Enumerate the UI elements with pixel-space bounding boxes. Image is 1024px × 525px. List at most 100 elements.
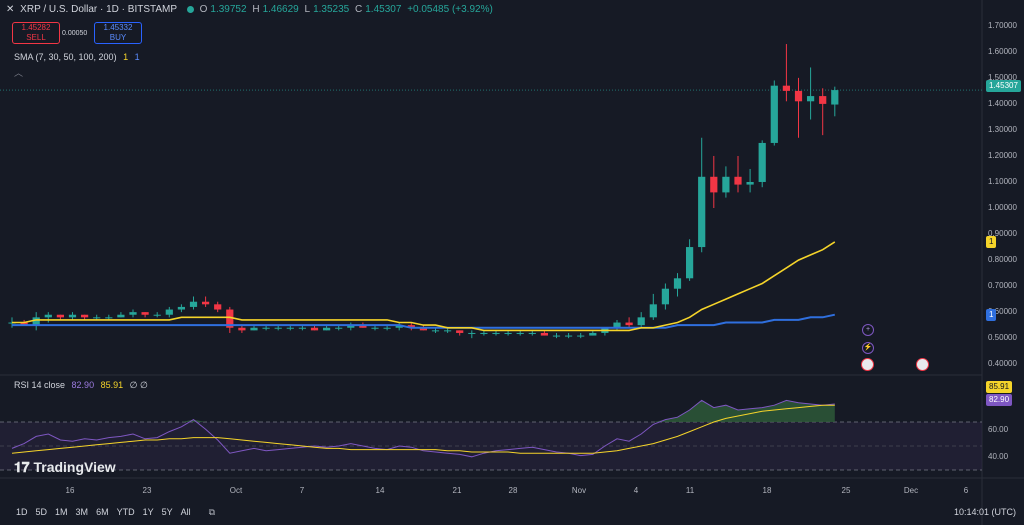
- candle-body: [371, 327, 379, 329]
- sell-label: SELL: [26, 33, 46, 42]
- candle-body: [189, 301, 198, 307]
- candle: [504, 330, 512, 336]
- rsi-legend[interactable]: RSI 14 close 82.90 85.91 ∅ ∅: [14, 380, 148, 391]
- time-tick-label: 11: [685, 486, 695, 495]
- time-tick-label: Dec: [903, 486, 919, 495]
- timeframe-1y[interactable]: 1Y: [142, 507, 154, 517]
- us-flag-event-icon[interactable]: [916, 358, 929, 371]
- candle: [698, 137, 706, 253]
- candle: [552, 332, 561, 339]
- us-flag-icon[interactable]: [861, 358, 874, 371]
- market-status-icon: [186, 5, 194, 13]
- candle-body: [310, 327, 319, 331]
- candle-body: [286, 327, 294, 329]
- rsi-tag: 82.90: [986, 394, 1013, 406]
- candle: [81, 314, 89, 320]
- rsi-legend-value-3: ∅ ∅: [129, 380, 148, 390]
- candle: [516, 330, 524, 336]
- candle: [565, 332, 573, 339]
- candle-body: [831, 90, 839, 105]
- candle: [214, 301, 222, 313]
- candle-body: [323, 327, 331, 331]
- close-icon[interactable]: ✕: [6, 4, 15, 15]
- candle: [819, 88, 827, 136]
- timeframe-5y[interactable]: 5Y: [161, 507, 173, 517]
- rsi-legend-label: RSI 14 close: [14, 380, 66, 390]
- candle: [117, 312, 125, 318]
- candle: [141, 312, 149, 318]
- lightning-icon[interactable]: ⚡: [862, 342, 874, 354]
- candle-body: [661, 288, 669, 305]
- candle-body: [32, 317, 40, 326]
- time-tick-label: 25: [841, 486, 851, 495]
- candle-body: [250, 327, 258, 331]
- timeframe-1d[interactable]: 1D: [16, 507, 28, 517]
- rsi-overbought-fill: [12, 400, 835, 422]
- candle: [770, 80, 778, 146]
- timeframe-ytd[interactable]: YTD: [116, 507, 135, 517]
- candle-body: [56, 314, 64, 318]
- candle-body: [613, 322, 621, 328]
- candle-body: [625, 322, 633, 326]
- buy-button[interactable]: 1.45332 BUY: [94, 22, 142, 44]
- candle: [601, 327, 609, 336]
- candle-body: [214, 304, 222, 310]
- candle: [722, 166, 730, 198]
- time-tick-label: 6: [963, 486, 969, 495]
- low-value: 1.35235: [313, 4, 350, 15]
- candle-body: [81, 314, 89, 318]
- sma-legend-label: SMA (7, 30, 50, 100, 200): [14, 52, 117, 62]
- timeframe-3m[interactable]: 3M: [75, 507, 89, 517]
- timeframe-1m[interactable]: 1M: [55, 507, 68, 517]
- candle: [395, 322, 403, 331]
- tradingview-logo-text: TradingView: [33, 459, 116, 475]
- candle-body: [177, 306, 185, 310]
- chart-header: ✕ XRP / U.S. Dollar · 1D · BITSTAMP O 1.3…: [6, 4, 496, 15]
- candle: [153, 312, 161, 318]
- time-tick-label: 18: [762, 486, 772, 495]
- candle-body: [93, 317, 101, 319]
- clock[interactable]: 10:14:01 (UTC): [953, 507, 1016, 517]
- candle-body: [746, 181, 754, 185]
- rsi-line: [11, 399, 835, 458]
- sma-legend-value-2: 1: [134, 52, 140, 62]
- candle-body: [238, 327, 246, 331]
- sell-button[interactable]: 1.45282 SELL: [12, 22, 60, 44]
- date-range-icon[interactable]: ⧉: [208, 507, 216, 517]
- candle: [528, 330, 536, 336]
- tradingview-logo[interactable]: 𝟏𝟕 TradingView: [14, 459, 116, 476]
- time-tick-label: 21: [452, 486, 462, 495]
- price-tick-label: 0.60000: [988, 307, 1017, 317]
- candle-body: [734, 176, 742, 185]
- timeframe-5d[interactable]: 5D: [35, 507, 48, 517]
- collapse-chevron-icon[interactable]: ︿: [14, 68, 24, 78]
- rsi-tick-40: 40.00: [988, 452, 1009, 461]
- candle-body: [274, 327, 282, 329]
- candle-body: [516, 332, 524, 334]
- candle-body: [552, 335, 561, 337]
- candle-body: [129, 312, 137, 315]
- candle: [32, 312, 40, 331]
- candle-body: [419, 327, 427, 331]
- time-tick-label: 28: [508, 486, 518, 495]
- candle: [637, 312, 645, 328]
- candle-body: [673, 278, 682, 289]
- candle-body: [468, 332, 476, 334]
- candle-body: [819, 96, 827, 104]
- candle: [589, 330, 597, 336]
- candle: [686, 239, 694, 281]
- candle-body: [807, 96, 815, 102]
- timeframe-6m[interactable]: 6M: [96, 507, 109, 517]
- candle-body: [540, 332, 548, 336]
- candle: [105, 314, 113, 320]
- timeframe-all[interactable]: All: [180, 507, 191, 517]
- symbol-title[interactable]: XRP / U.S. Dollar · 1D · BITSTAMP: [20, 4, 178, 15]
- candle: [238, 325, 246, 333]
- sma-legend[interactable]: SMA (7, 30, 50, 100, 200) 1 1: [14, 52, 140, 62]
- buy-price: 1.45332: [103, 23, 133, 32]
- candle-body: [710, 176, 718, 193]
- add-icon[interactable]: +: [862, 324, 874, 336]
- candle: [468, 330, 476, 339]
- candle: [734, 155, 742, 193]
